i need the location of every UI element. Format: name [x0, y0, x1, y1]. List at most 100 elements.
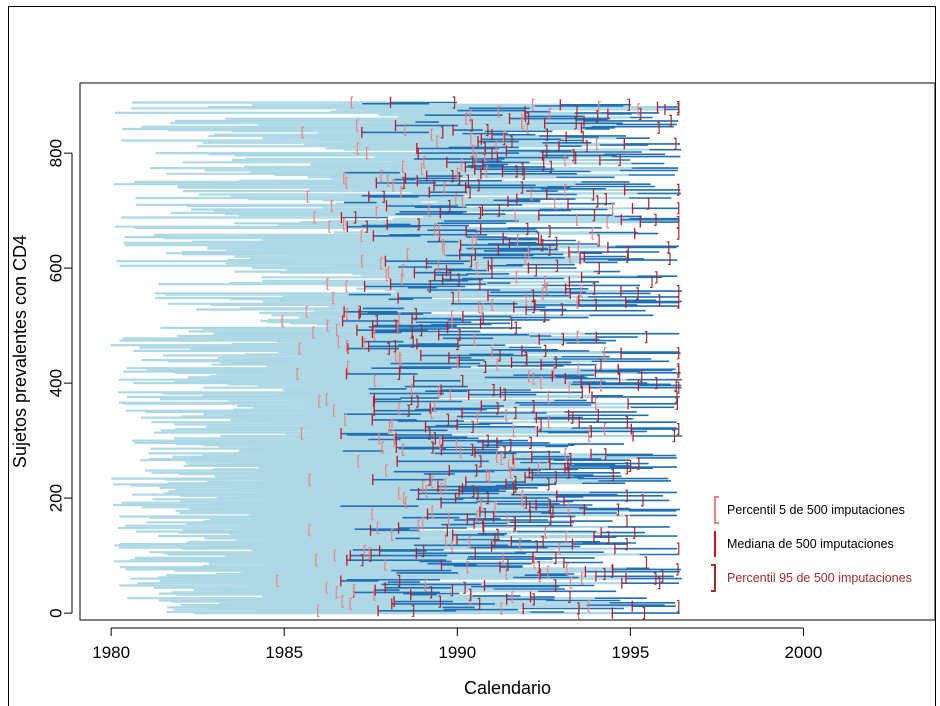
marker-p5	[399, 354, 403, 367]
marker-p95	[353, 211, 357, 224]
marker-p5	[580, 285, 583, 298]
marker-p5	[466, 561, 470, 574]
marker-p5	[577, 363, 581, 376]
marker-p5	[387, 266, 391, 279]
marker-p5	[564, 153, 567, 167]
marker-p95	[520, 163, 524, 176]
marker-p5	[516, 234, 520, 247]
marker-p5	[343, 172, 346, 185]
marker-p95	[428, 473, 431, 486]
marker-p5	[312, 326, 315, 339]
marker-p95	[642, 607, 646, 620]
marker-p95	[457, 273, 460, 286]
marker-p95	[510, 135, 513, 148]
marker-p95	[669, 114, 672, 127]
marker-p5	[385, 268, 389, 282]
marker-p95	[676, 216, 680, 229]
marker-p5	[353, 584, 356, 597]
plot-area	[110, 96, 683, 620]
marker-p5	[475, 232, 478, 245]
marker-p5	[434, 400, 437, 413]
marker-p95	[450, 584, 454, 597]
marker-p95	[411, 604, 415, 617]
marker-p5	[511, 590, 515, 604]
marker-p5	[444, 478, 448, 491]
marker-p5	[469, 110, 472, 123]
y-tick-label: 600	[47, 254, 66, 282]
marker-p5	[473, 333, 477, 346]
marker-p5	[606, 216, 610, 229]
marker-p5	[393, 434, 397, 447]
marker-p95	[626, 245, 629, 259]
marker-p5	[481, 303, 485, 316]
marker-p5	[637, 103, 640, 116]
marker-p95	[676, 381, 680, 394]
marker-p95	[657, 294, 661, 307]
marker-p95	[458, 328, 461, 341]
marker-p95	[513, 517, 516, 530]
legend-marker-p5	[714, 496, 719, 524]
marker-p95	[554, 236, 558, 249]
marker-p95	[497, 204, 500, 217]
marker-p95	[431, 441, 434, 454]
marker-p5	[363, 544, 367, 558]
legend-marker-p95	[711, 564, 716, 592]
marker-p95	[402, 176, 405, 190]
marker-p5	[548, 107, 552, 121]
marker-p95	[554, 356, 557, 369]
marker-p95	[632, 526, 636, 539]
marker-p95	[672, 429, 676, 443]
marker-p95	[595, 195, 599, 208]
marker-p95	[493, 533, 496, 546]
imputation-markers	[276, 96, 680, 620]
marker-p5	[576, 213, 579, 226]
marker-p5	[512, 425, 516, 438]
marker-p95	[514, 321, 517, 334]
plot-border	[79, 82, 936, 621]
marker-p95	[573, 151, 577, 164]
marker-p5	[443, 181, 447, 194]
marker-p95	[625, 515, 628, 528]
marker-p95	[407, 404, 410, 417]
marker-p95	[636, 287, 639, 300]
marker-p5	[430, 406, 434, 420]
marker-p5	[395, 349, 398, 362]
marker-p95	[676, 202, 680, 215]
marker-p5	[502, 551, 506, 564]
marker-p95	[666, 241, 670, 254]
marker-p5	[333, 549, 337, 562]
marker-p95	[492, 383, 495, 397]
marker-p5	[476, 262, 479, 275]
marker-p5	[524, 252, 528, 265]
marker-p5	[378, 432, 381, 445]
marker-p5	[402, 160, 405, 173]
marker-p5	[437, 386, 441, 399]
marker-p95	[468, 588, 472, 601]
marker-p95	[419, 324, 423, 337]
marker-p5	[472, 144, 476, 157]
marker-p95	[676, 285, 680, 298]
marker-p95	[486, 492, 489, 505]
marker-p5	[514, 209, 518, 222]
legend-label-p5: Percentil 5 de 500 imputaciones	[727, 503, 905, 517]
marker-p5	[381, 441, 385, 454]
marker-p95	[511, 482, 515, 495]
marker-p95	[496, 528, 499, 541]
marker-p95	[599, 358, 602, 371]
marker-p5	[380, 257, 383, 270]
marker-p95	[483, 142, 486, 155]
marker-p5	[451, 317, 454, 330]
marker-p95	[524, 351, 528, 364]
marker-p95	[541, 535, 544, 548]
marker-p95	[657, 121, 660, 134]
marker-p5	[465, 112, 468, 125]
marker-p5	[485, 469, 489, 482]
marker-p5	[537, 462, 541, 475]
marker-p5	[545, 282, 549, 295]
marker-p95	[525, 222, 529, 236]
marker-p95	[581, 130, 584, 144]
marker-p5	[456, 356, 460, 369]
marker-p5	[417, 519, 421, 532]
marker-p95	[358, 305, 361, 318]
marker-p95	[393, 340, 397, 353]
